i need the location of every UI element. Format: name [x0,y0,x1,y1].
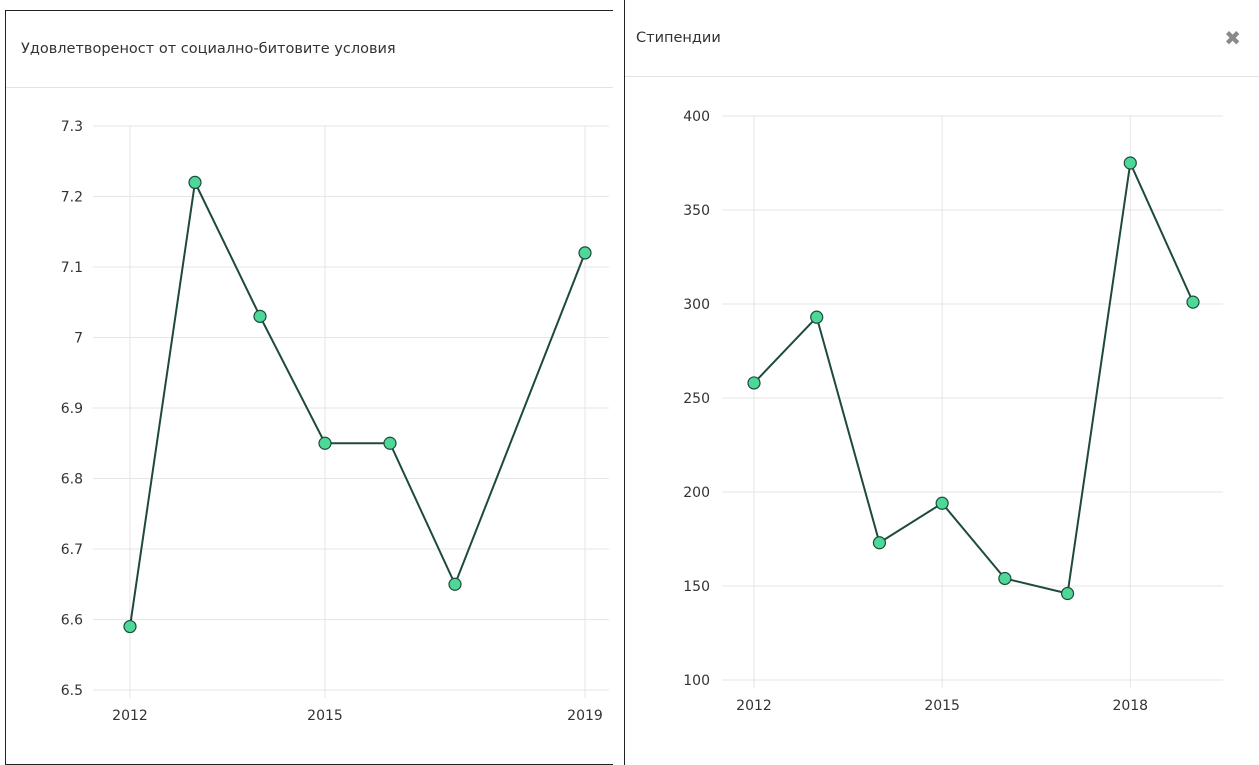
y-tick-label: 350 [683,203,710,219]
data-point [1186,295,1200,309]
data-point [747,376,761,390]
y-tick-label: 200 [683,485,710,501]
y-tick-label: 7.2 [61,190,83,206]
y-tick-label: 7.3 [61,119,83,135]
data-point [1060,586,1075,601]
panel-header: Стипендии ✖ [625,0,1259,77]
y-tick-label: 6.7 [61,542,83,558]
data-point [998,571,1012,586]
data-point [188,175,202,189]
data-point [253,309,267,323]
panel-header: Удовлетвореност от социално-битовите усл… [6,11,613,88]
x-tick-label: 2012 [736,698,772,714]
panel-title: Удовлетвореност от социално-битовите усл… [21,41,396,57]
chart-panel-scholarships: Стипендии ✖ [624,0,1259,765]
y-tick-label: 6.5 [61,683,83,699]
series-line [753,159,1194,595]
x-tick-label: 2012 [112,708,148,724]
x-tick-label: 2018 [1112,698,1148,714]
data-point [578,246,592,260]
data-point [123,619,137,634]
data-point [383,436,397,450]
y-tick-label: 7 [74,331,83,347]
y-tick-label: 6.8 [61,472,83,488]
chart-panel-satisfaction: Удовлетвореност от социално-битовите усл… [5,10,613,765]
x-tick-label: 2015 [307,708,343,724]
y-tick-label: 7.1 [61,260,83,276]
data-point [448,577,462,591]
y-tick-label: 250 [683,391,710,407]
data-point [810,310,824,324]
y-tick-label: 6.6 [61,613,83,629]
x-tick-label: 2015 [924,698,960,714]
y-tick-label: 300 [683,297,710,313]
data-point [935,496,949,510]
y-tick-label: 100 [683,673,710,689]
data-point [1123,156,1137,170]
y-tick-label: 6.9 [61,401,83,417]
y-tick-label: 400 [683,109,710,125]
close-icon[interactable]: ✖ [1224,26,1241,50]
data-point [318,436,332,450]
panel-title: Стипендии [636,30,721,46]
data-point [872,536,887,550]
x-tick-label: 2019 [567,708,603,724]
y-tick-label: 150 [683,579,710,595]
